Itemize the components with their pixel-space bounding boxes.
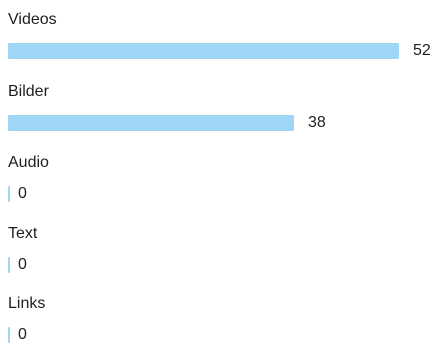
stat-bar <box>8 257 10 273</box>
stat-bar <box>8 115 294 131</box>
stat-count: 0 <box>18 256 27 273</box>
stat-row-links: Links 0 <box>8 294 428 354</box>
stat-row-audio: Audio 0 <box>8 153 428 213</box>
stat-label: Links <box>8 295 46 312</box>
stat-label: Bilder <box>8 83 49 100</box>
stat-bar <box>8 186 10 202</box>
stat-count: 0 <box>18 185 27 202</box>
stat-label: Audio <box>8 154 49 171</box>
stat-row-bilder: Bilder 38 <box>8 82 428 142</box>
stat-count: 52 <box>413 42 431 59</box>
stat-label: Text <box>8 225 38 242</box>
stat-count: 0 <box>18 326 27 343</box>
stat-row-videos: Videos 52 <box>8 10 431 70</box>
stat-label: Videos <box>8 11 57 28</box>
stat-row-text: Text 0 <box>8 224 428 284</box>
stat-bar <box>8 43 399 59</box>
stat-count: 38 <box>308 114 326 131</box>
stat-bar <box>8 327 10 343</box>
